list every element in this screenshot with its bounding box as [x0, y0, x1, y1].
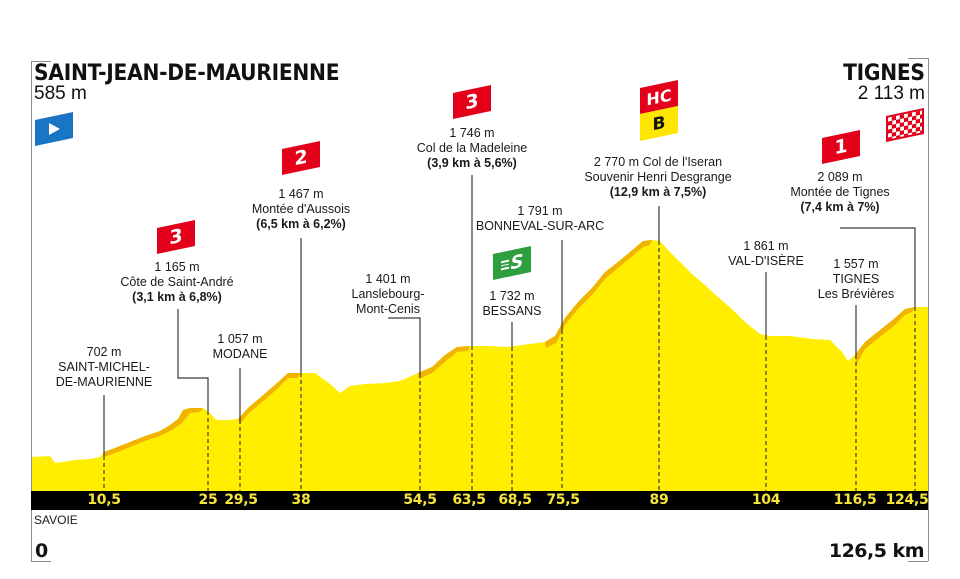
- climb-name: Col de l'Iseran: [642, 155, 723, 169]
- town-label-tignes-brevieres: 1 557 m TIGNES Les Brévières: [818, 257, 894, 302]
- km-mark: 54,5: [403, 492, 437, 508]
- km-mark: 116,5: [833, 492, 877, 508]
- town-label-saint-michel: 702 m SAINT-MICHEL- DE-MAURIENNE: [56, 345, 153, 390]
- leader-lines: [103, 175, 916, 456]
- frame-left-top: [31, 61, 51, 62]
- climb-label-saint-andre: 1 165 m Côte de Saint-André (3,1 km à 6,…: [120, 260, 233, 305]
- climb-details: (3,1 km à 6,8%): [132, 290, 222, 304]
- km-marker-lines: [103, 241, 916, 491]
- climb-name: Montée de Tignes: [790, 185, 890, 199]
- town-altitude: 702 m: [86, 345, 122, 359]
- climb-name-subtitle: Souvenir Henri Desgrange: [584, 170, 732, 184]
- km-mark: 25: [198, 492, 218, 508]
- finish-altitude: 2 113 m: [857, 83, 925, 104]
- climb-name: Col de la Madeleine: [416, 141, 528, 155]
- climb-altitude: 2 089 m: [817, 170, 863, 184]
- frame-right: [928, 58, 929, 561]
- climb-details: (3,9 km à 5,6%): [427, 156, 517, 170]
- frame-right-bottom: [908, 561, 928, 562]
- climb-segment-tignes: [855, 307, 915, 365]
- climb-label-madeleine: 1 746 m Col de la Madeleine (3,9 km à 5,…: [417, 126, 528, 171]
- climb-details: (12,9 km à 7,5%): [609, 185, 707, 199]
- km-mark: 89: [649, 492, 669, 508]
- town-altitude: 1 057 m: [217, 332, 263, 346]
- climb-label-tignes: 2 089 m Montée de Tignes (7,4 km à 7%): [790, 170, 889, 215]
- km-mark: 75,5: [546, 492, 580, 508]
- climb-altitude: 1 165 m: [154, 260, 200, 274]
- start-city: SAINT-JEAN-DE-MAURIENNE: [34, 61, 340, 86]
- town-label-modane: 1 057 m MODANE: [213, 332, 268, 362]
- town-label-bonneval: 1 791 m BONNEVAL-SUR-ARC: [476, 204, 604, 234]
- climb-segment-saint-andre: [104, 408, 203, 457]
- town-label-bessans: 1 732 m BESSANS: [482, 289, 541, 319]
- km-mark: 29,5: [224, 492, 258, 508]
- climb-details: (7,4 km à 7%): [800, 200, 880, 214]
- town-label-val-disere: 1 861 m VAL-D'ISÈRE: [728, 239, 804, 269]
- town-name: TIGNES: [832, 272, 880, 286]
- town-altitude: 1 861 m: [743, 239, 789, 253]
- town-name: VAL-D'ISÈRE: [728, 254, 804, 268]
- climb-name: Montée d'Aussois: [251, 202, 351, 216]
- km-mark: 63,5: [452, 492, 486, 508]
- km-mark: 10,5: [87, 492, 121, 508]
- town-name-line2: Mont-Cenis: [356, 302, 420, 316]
- climb-altitude: 1 467 m: [278, 187, 324, 201]
- climb-details: (6,5 km à 6,2%): [256, 217, 346, 231]
- climb-label-iseran: 2 770 m Col de l'Iseran Souvenir Henri D…: [584, 155, 731, 200]
- town-altitude: 1 401 m: [365, 272, 411, 286]
- climb-altitude: 1 746 m: [449, 126, 495, 140]
- km-mark: 38: [291, 492, 311, 508]
- start-flag-icon: [35, 111, 73, 147]
- climb-name: Côte de Saint-André: [120, 275, 234, 289]
- climb-segment-madeleine: [418, 346, 470, 379]
- town-name: Lanslebourg-: [351, 287, 425, 301]
- town-name: BONNEVAL-SUR-ARC: [475, 219, 605, 233]
- frame-right-top: [908, 58, 928, 59]
- town-label-lanslebourg: 1 401 m Lanslebourg- Mont-Cenis: [352, 272, 425, 317]
- frame-left-bottom: [31, 561, 51, 562]
- frame-left: [31, 61, 32, 561]
- town-altitude: 1 732 m: [489, 289, 535, 303]
- km-mark: 68,5: [498, 492, 532, 508]
- town-name: SAINT-MICHEL-: [58, 360, 150, 374]
- climb-label-aussois: 1 467 m Montée d'Aussois (6,5 km à 6,2%): [252, 187, 350, 232]
- town-altitude: 1 557 m: [833, 257, 879, 271]
- start-altitude: 585 m: [34, 83, 87, 104]
- km-mark: 124,5: [885, 492, 929, 508]
- profile-area: [32, 240, 928, 491]
- town-name-line2: DE-MAURIENNE: [55, 375, 153, 389]
- climb-altitude: 2 770 m: [593, 155, 640, 169]
- department-label: SAVOIE: [34, 513, 78, 527]
- town-name: MODANE: [212, 347, 268, 361]
- climb-segment-iseran: [545, 240, 652, 348]
- km-mark: 104: [751, 492, 781, 508]
- town-name-line2: Les Brévières: [817, 287, 895, 301]
- km-axis-bar: [31, 491, 928, 510]
- distance-start: 0: [35, 540, 49, 562]
- town-name: BESSANS: [482, 304, 542, 318]
- finish-city: TIGNES: [843, 61, 925, 86]
- town-altitude: 1 791 m: [517, 204, 563, 218]
- distance-total: 126,5 km: [828, 540, 925, 562]
